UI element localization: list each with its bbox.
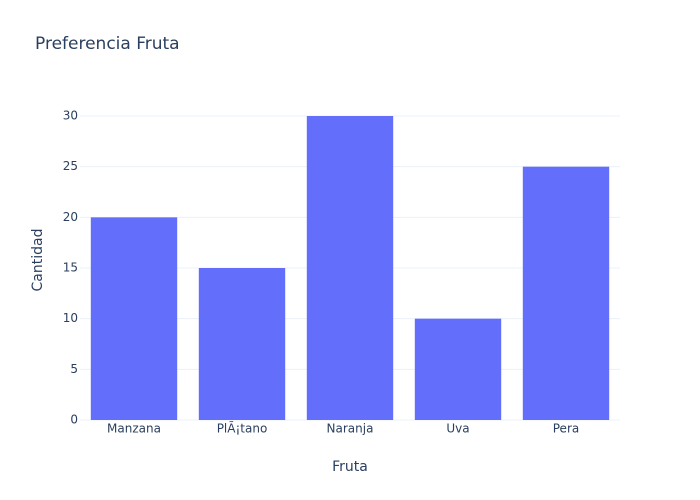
- y-tick-label: 10: [63, 311, 78, 325]
- x-axis-title: Fruta: [332, 459, 368, 475]
- x-tick-label: Naranja: [327, 422, 374, 436]
- y-tick-label: 20: [63, 210, 78, 224]
- bar: [306, 116, 394, 420]
- y-axis-title: Cantidad: [30, 229, 46, 292]
- y-tick-label: 0: [70, 413, 78, 427]
- x-tick-label: Uva: [446, 422, 469, 436]
- x-tick-label: Manzana: [107, 422, 161, 436]
- y-tick-label: 25: [63, 159, 78, 173]
- bar: [198, 268, 286, 420]
- bar: [522, 166, 610, 420]
- chart-title: Preferencia Fruta: [35, 34, 180, 54]
- x-tick-label: PlÃ¡tano: [217, 421, 268, 436]
- x-tick-label: Pera: [553, 422, 579, 436]
- bar: [414, 318, 502, 420]
- bar: [90, 217, 178, 420]
- y-tick-label: 15: [63, 261, 78, 275]
- y-tick-label: 30: [63, 109, 78, 123]
- y-tick-label: 5: [70, 362, 78, 376]
